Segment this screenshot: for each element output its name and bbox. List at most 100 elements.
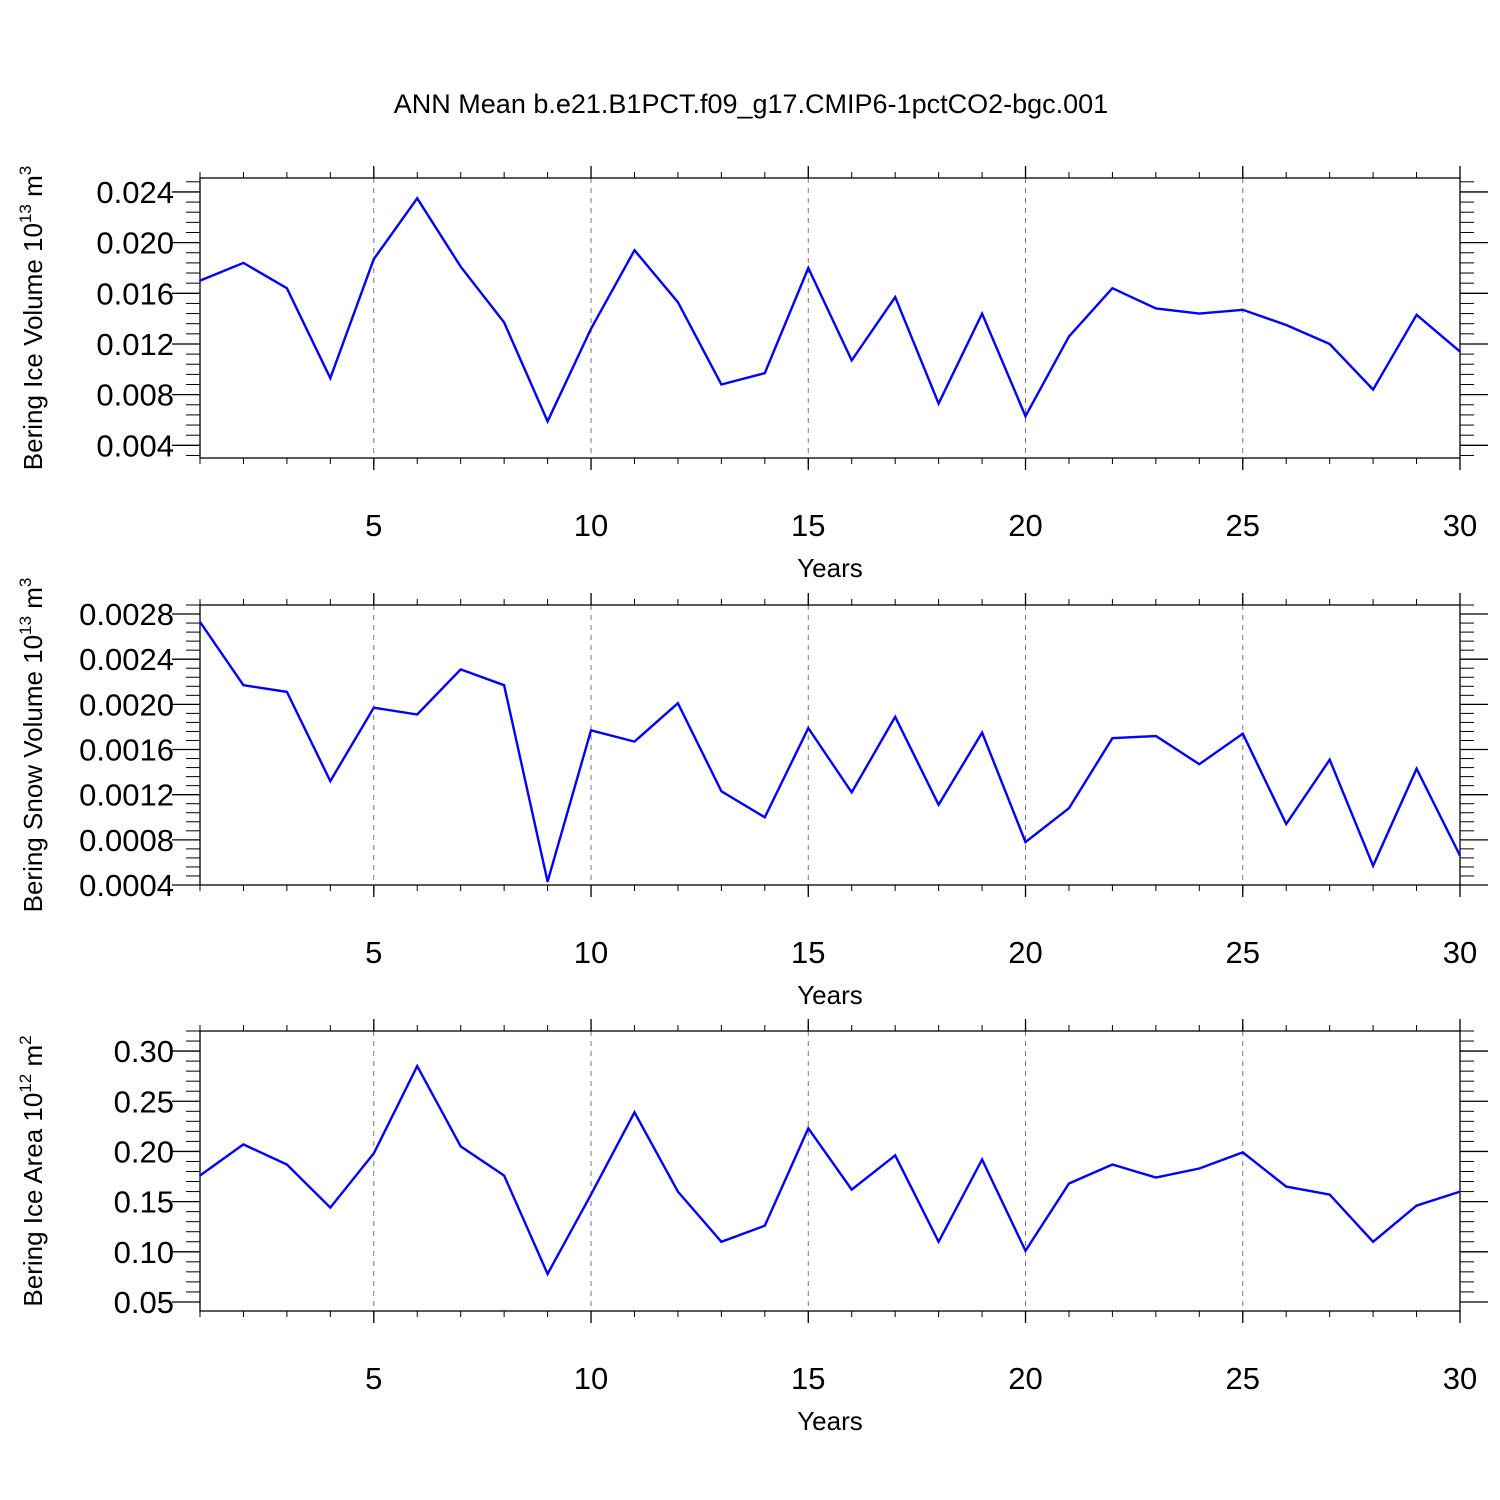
plot-frame <box>199 1030 1461 1312</box>
y-tick-label: 0.008 <box>96 378 174 413</box>
x-tick-label: 20 <box>1008 1361 1042 1396</box>
data-point <box>590 327 592 330</box>
data-point <box>416 713 419 716</box>
y-tick-label: 0.0016 <box>79 733 174 768</box>
data-point <box>937 804 940 806</box>
data-point <box>590 729 592 732</box>
data-point <box>1068 335 1070 338</box>
data-point <box>1198 312 1201 315</box>
x-tick-label: 10 <box>574 508 608 543</box>
y-tick-label: 0.0012 <box>79 778 174 813</box>
y-tick-label: 0.0004 <box>79 868 174 903</box>
x-tick-label: 30 <box>1443 1361 1477 1396</box>
data-point <box>199 279 201 282</box>
series-line <box>199 621 1462 882</box>
data-point <box>286 691 288 693</box>
x-tick-label: 10 <box>574 935 608 970</box>
x-tick-label: 15 <box>791 508 825 543</box>
y-axis-label-exp: 13 <box>16 616 35 635</box>
figure-title: ANN Mean b.e21.B1PCT.f09_g17.CMIP6-1pctC… <box>394 89 1108 119</box>
data-point <box>981 731 983 734</box>
data-point <box>459 265 462 268</box>
data-point <box>1068 807 1070 810</box>
data-point <box>1241 1151 1244 1154</box>
data-point <box>1024 415 1027 417</box>
data-point <box>677 1190 679 1193</box>
data-point <box>459 1145 462 1148</box>
data-point <box>850 359 853 362</box>
x-tick-label: 10 <box>574 1361 608 1396</box>
data-point <box>850 1188 853 1191</box>
y-axis-label: Bering Snow Volume 1013 m3 <box>16 578 48 913</box>
y-tick-label: 0.0008 <box>79 823 174 858</box>
data-point <box>720 383 723 386</box>
y-axis-label-unit: m <box>18 587 48 616</box>
data-point <box>894 715 896 718</box>
y-axis-label-unit-exp: 2 <box>16 1035 35 1044</box>
y-axis-label-unit-exp: 3 <box>16 578 35 587</box>
data-point <box>1111 1163 1114 1166</box>
data-point <box>1285 823 1288 825</box>
x-tick-label: 5 <box>365 1361 382 1396</box>
data-point <box>807 267 810 269</box>
data-point <box>937 1240 940 1243</box>
data-point <box>894 296 896 298</box>
data-point <box>590 1193 592 1196</box>
data-point <box>1328 758 1331 761</box>
data-point <box>1459 350 1461 353</box>
data-point <box>503 1174 505 1177</box>
data-point <box>633 1111 636 1114</box>
data-point <box>1024 1249 1027 1252</box>
y-tick-label: 0.30 <box>114 1034 174 1069</box>
data-point <box>1241 732 1244 735</box>
data-point <box>677 301 679 303</box>
data-point <box>199 621 201 623</box>
data-point <box>1415 1204 1418 1207</box>
y-tick-label: 0.020 <box>96 226 174 261</box>
data-point <box>503 684 505 686</box>
data-point <box>242 1143 245 1146</box>
data-point <box>372 1152 375 1155</box>
y-axis-label-exp: 12 <box>16 1074 35 1093</box>
data-point <box>1155 1176 1157 1179</box>
x-tick-label: 30 <box>1443 935 1477 970</box>
x-tick-label: 30 <box>1443 508 1477 543</box>
data-point <box>1372 388 1374 391</box>
panel-snow-volume: 5 10 15 20 25 30 0.0004 0.0008 0.0012 0.0016 0.002… <box>16 578 1488 1010</box>
data-point <box>807 1127 810 1130</box>
y-axis-label-exp: 13 <box>16 204 35 223</box>
data-point <box>546 880 549 883</box>
data-point <box>372 706 375 709</box>
x-tick-label: 25 <box>1226 1361 1260 1396</box>
y-tick-label: 0.20 <box>114 1134 174 1169</box>
x-tick-label: 25 <box>1226 508 1260 543</box>
data-point <box>764 816 766 819</box>
data-point <box>1372 1240 1374 1243</box>
y-axis-label-base: Bering Snow Volume 10 <box>18 635 48 913</box>
data-point <box>1459 854 1461 857</box>
data-point <box>329 780 332 782</box>
y-axis-label-base: Bering Ice Area 10 <box>18 1093 48 1307</box>
data-point <box>416 197 419 200</box>
data-point <box>720 1240 723 1243</box>
data-point <box>286 287 288 290</box>
data-point <box>1372 865 1374 867</box>
x-tick-label: 15 <box>791 935 825 970</box>
series-line <box>199 196 1461 425</box>
y-tick-label: 0.05 <box>114 1285 174 1320</box>
x-axis-label: Years <box>797 553 863 583</box>
data-point <box>981 312 983 315</box>
data-point <box>546 1273 549 1275</box>
data-point <box>1285 1185 1288 1188</box>
data-point <box>1111 287 1114 290</box>
data-point <box>372 258 375 260</box>
x-axis-label: Years <box>797 1406 863 1436</box>
x-tick-label: 5 <box>365 935 382 970</box>
data-point <box>242 684 245 686</box>
data-point <box>199 1174 201 1177</box>
data-point <box>1459 1190 1461 1193</box>
series-line <box>199 1063 1461 1277</box>
x-axis-label: Years <box>797 980 863 1010</box>
plot-frame <box>199 604 1461 886</box>
